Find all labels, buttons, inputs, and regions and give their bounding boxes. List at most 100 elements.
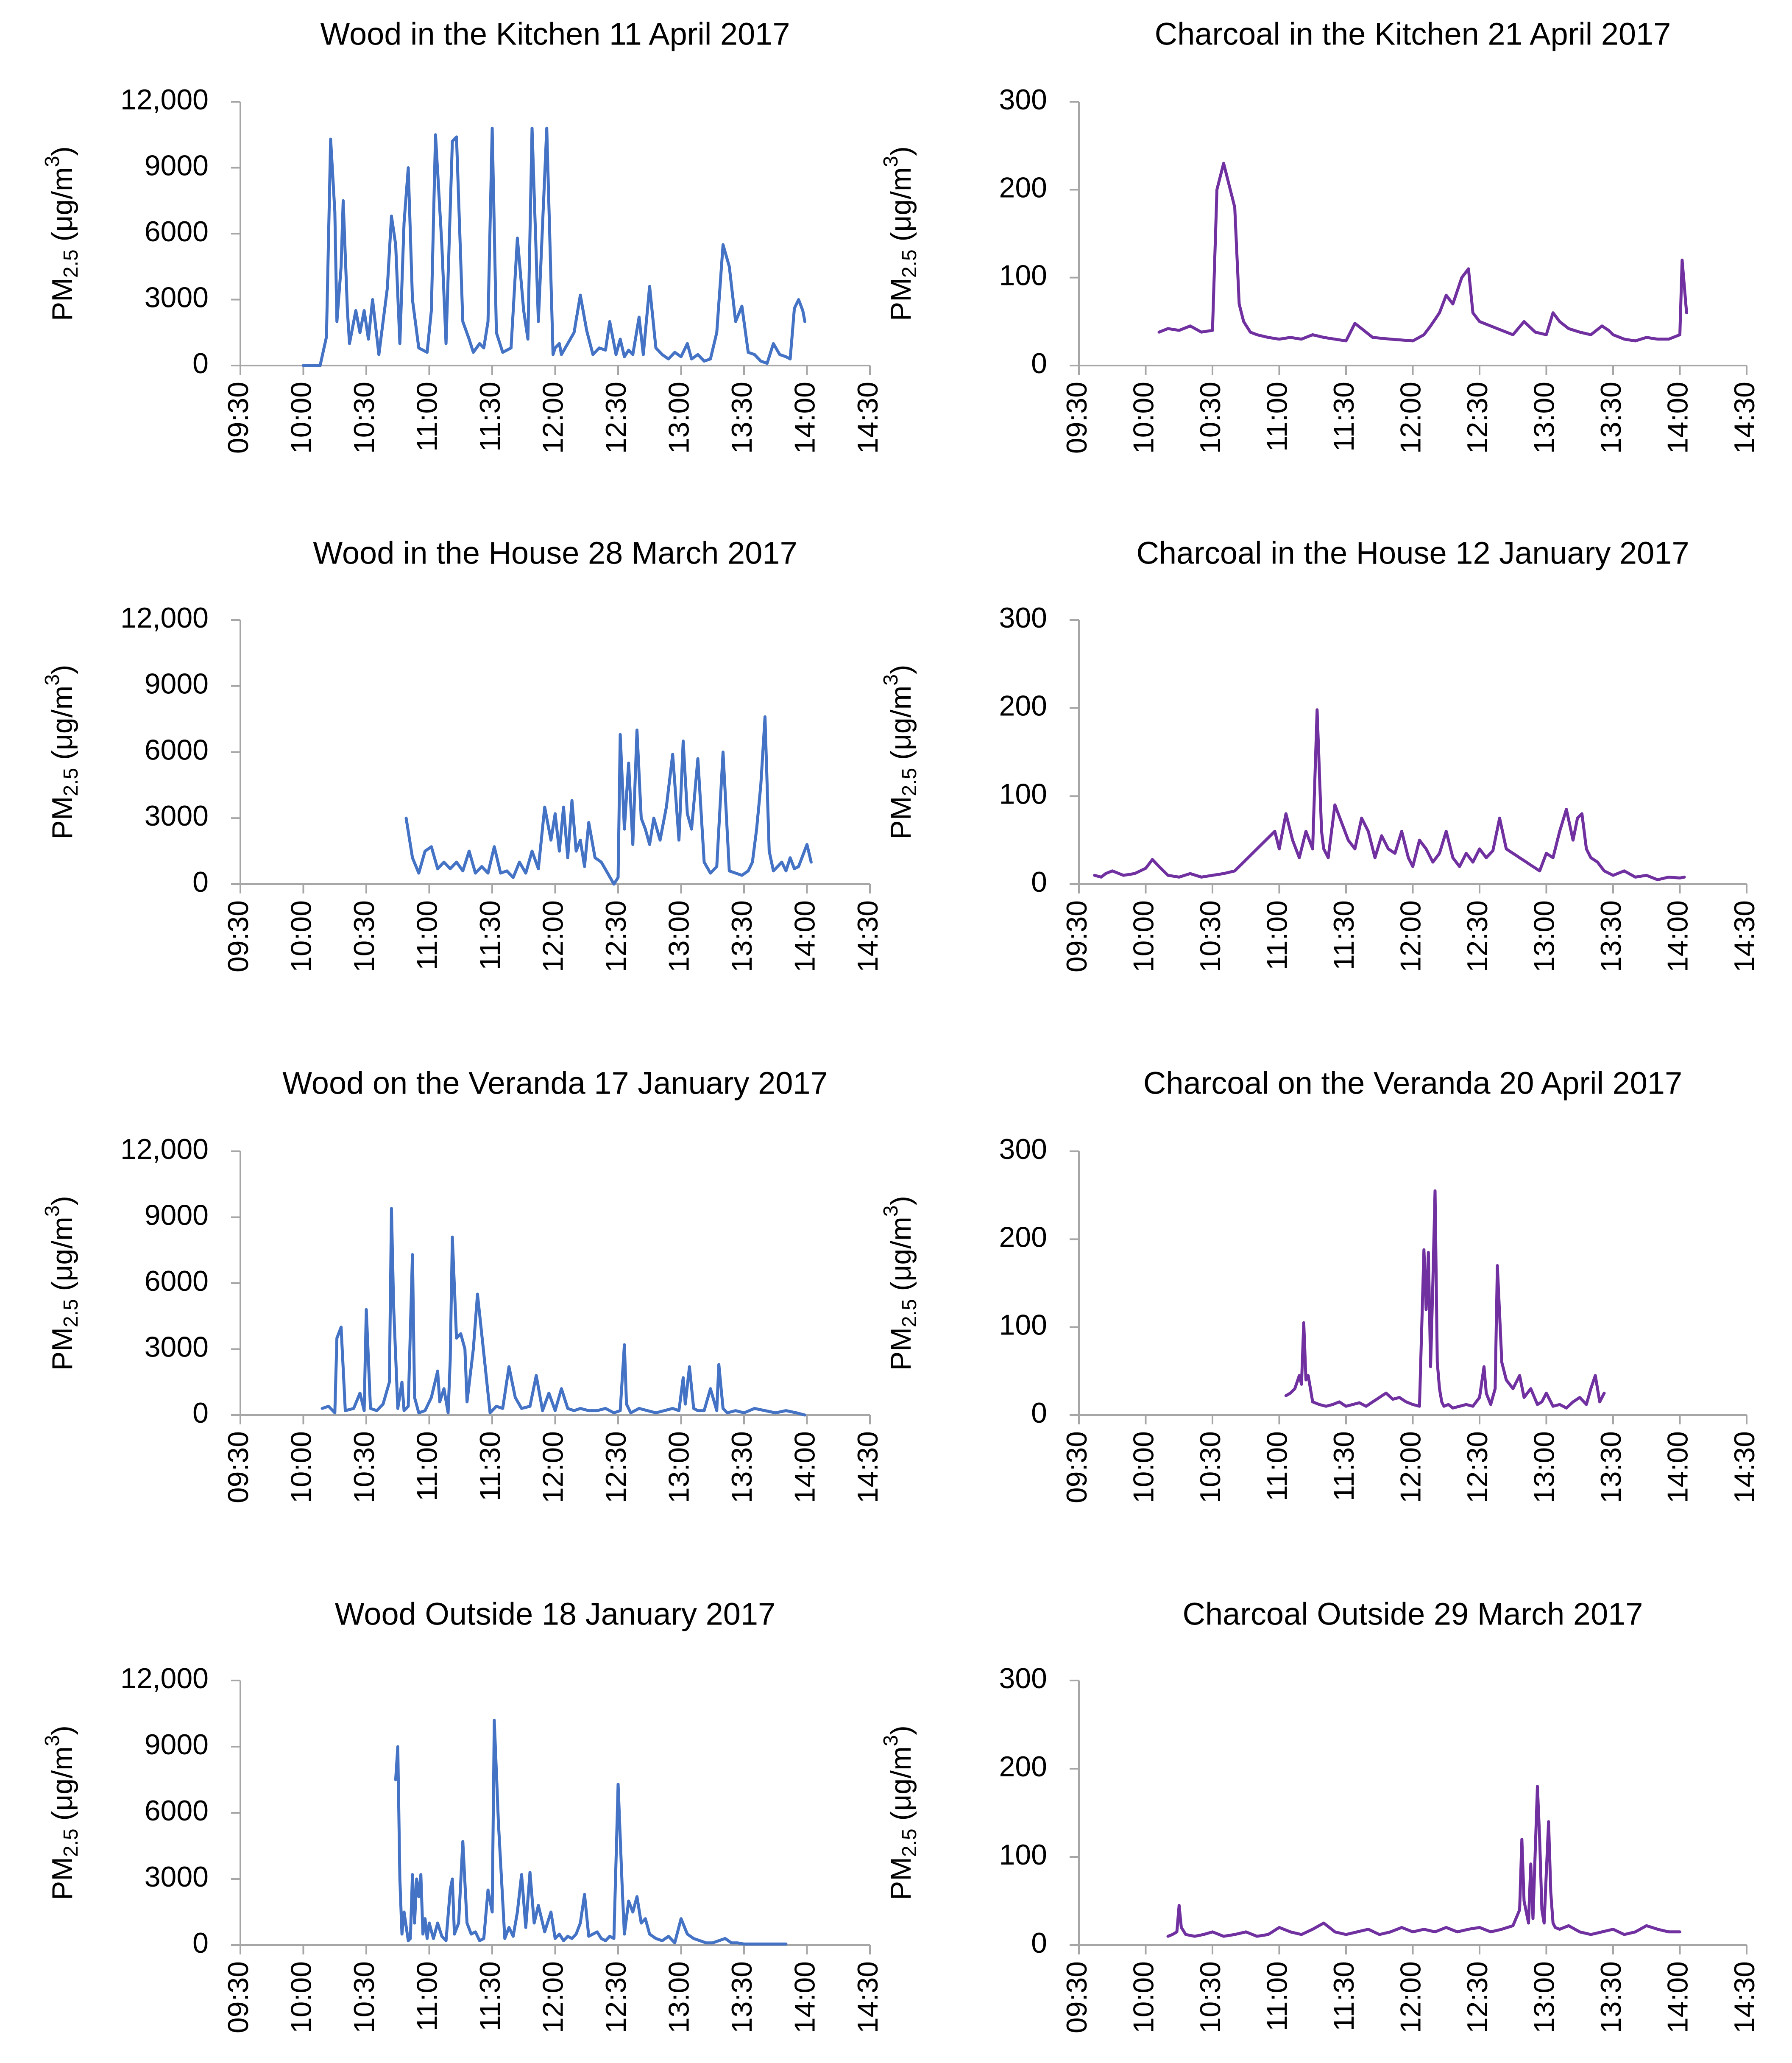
- y-tick-label: 0: [192, 347, 209, 380]
- chart-panel-7: Wood Outside 18 January 2017 0 3000 6000 900…: [41, 1597, 884, 2034]
- y-tick-label: 6000: [145, 215, 209, 248]
- y-tick-label: 200: [999, 1750, 1047, 1783]
- y-tick-label: 200: [999, 690, 1047, 722]
- x-tick-label: 11:00: [1261, 1961, 1293, 2031]
- x-tick-label: 14:30: [852, 900, 884, 972]
- x-tick-label: 13:30: [726, 382, 758, 454]
- x-tick-label: 10:30: [1194, 900, 1226, 972]
- y-tick-label: 3000: [145, 800, 209, 832]
- x-tick-label: 11:30: [1328, 1431, 1360, 1501]
- x-tick-label: 12:30: [600, 382, 632, 454]
- x-tick-label: 13:30: [726, 1961, 758, 2033]
- x-tick-label: 10:30: [1194, 382, 1226, 454]
- x-tick-label: 12:00: [537, 1961, 569, 2033]
- chart-title: Charcoal in the House 12 January 2017: [1136, 536, 1689, 571]
- x-tick-label: 13:00: [663, 1431, 695, 1503]
- y-axis-label: PM2.5 (μg/m3): [41, 664, 82, 839]
- y-tick-label: 0: [1031, 866, 1047, 898]
- chart-title: Wood Outside 18 January 2017: [335, 1597, 775, 1632]
- series-line: [1157, 162, 1688, 343]
- x-tick-label: 10:30: [348, 900, 380, 972]
- x-tick-label: 09:30: [222, 382, 254, 454]
- x-tick-label: 10:00: [1127, 1431, 1159, 1503]
- y-tick-label: 12,000: [120, 602, 209, 634]
- x-tick-label: 09:30: [1061, 1961, 1093, 2033]
- x-tick-label: 10:30: [1194, 1431, 1226, 1503]
- y-tick-label: 9000: [145, 668, 209, 700]
- chart-title: Charcoal Outside 29 March 2017: [1183, 1597, 1643, 1632]
- y-axis-label: PM2.5 (μg/m3): [41, 1725, 82, 1900]
- y-axis-label: PM2.5 (μg/m3): [880, 146, 921, 321]
- y-tick-label: 100: [999, 1309, 1047, 1341]
- x-tick-label: 13:00: [663, 900, 695, 972]
- y-tick-label: 9000: [145, 1728, 209, 1761]
- y-tick-label: 200: [999, 1221, 1047, 1253]
- x-tick-label: 10:00: [285, 1961, 317, 2033]
- x-tick-label: 14:00: [789, 1961, 821, 2033]
- x-tick-label: 13:30: [726, 1431, 758, 1503]
- x-tick-label: 11:30: [1328, 382, 1360, 452]
- x-tick-label: 14:00: [1661, 1961, 1694, 2033]
- y-axis-label: PM2.5 (μg/m3): [41, 146, 82, 321]
- y-tick-label: 300: [999, 602, 1047, 634]
- series-line: [394, 1719, 788, 1946]
- x-tick-label: 11:00: [1261, 382, 1293, 452]
- x-tick-label: 14:30: [1728, 1431, 1761, 1503]
- series-line: [1284, 1189, 1606, 1410]
- x-tick-label: 14:00: [789, 900, 821, 972]
- series-line: [320, 1207, 806, 1417]
- x-tick-label: 14:30: [1728, 382, 1761, 454]
- x-tick-label: 10:00: [1127, 382, 1159, 454]
- x-tick-label: 11:30: [474, 900, 506, 970]
- x-tick-label: 09:30: [1061, 382, 1093, 454]
- chart-panel-2: Charcoal in the Kitchen 21 April 2017 0 10…: [880, 17, 1761, 454]
- x-tick-label: 12:00: [537, 900, 569, 972]
- chart-panel-4: Charcoal in the House 12 January 2017 0 10…: [880, 536, 1761, 973]
- chart-title: Charcoal on the Veranda 20 April 2017: [1143, 1066, 1682, 1101]
- y-tick-label: 9000: [145, 1199, 209, 1231]
- y-tick-label: 300: [999, 1662, 1047, 1695]
- y-tick-label: 100: [999, 1839, 1047, 1871]
- y-tick-label: 100: [999, 778, 1047, 810]
- x-tick-label: 14:00: [1661, 1431, 1694, 1503]
- y-tick-label: 12,000: [120, 84, 209, 116]
- x-tick-label: 13:30: [726, 900, 758, 972]
- chart-title: Wood on the Veranda 17 January 2017: [282, 1066, 828, 1101]
- series-line: [302, 126, 806, 367]
- chart-panel-5: Wood on the Veranda 17 January 2017 0 3000…: [41, 1066, 884, 1504]
- y-axis-label: PM2.5 (μg/m3): [880, 664, 921, 839]
- x-tick-label: 12:00: [1394, 900, 1427, 972]
- chart-title: Charcoal in the Kitchen 21 April 2017: [1155, 17, 1671, 52]
- y-tick-label: 300: [999, 84, 1047, 116]
- x-tick-label: 13:00: [1528, 1961, 1560, 2033]
- x-tick-label: 11:00: [1261, 1431, 1293, 1501]
- x-tick-label: 09:30: [222, 900, 254, 972]
- series-line: [404, 715, 813, 886]
- y-tick-label: 12,000: [120, 1133, 209, 1165]
- chart-panel-3: Wood in the House 28 March 2017 0 3000 6000…: [41, 536, 884, 973]
- x-tick-label: 11:00: [411, 1431, 443, 1501]
- y-tick-label: 3000: [145, 1331, 209, 1363]
- x-tick-label: 11:00: [411, 900, 443, 970]
- x-tick-label: 13:00: [1528, 900, 1560, 972]
- x-tick-label: 09:30: [1061, 900, 1093, 972]
- y-tick-label: 9000: [145, 149, 209, 181]
- x-tick-label: 13:30: [1595, 382, 1627, 454]
- x-tick-label: 09:30: [1061, 1431, 1093, 1503]
- y-tick-label: 0: [1031, 1927, 1047, 1959]
- x-tick-label: 09:30: [222, 1961, 254, 2033]
- chart-panel-1: Wood in the Kitchen 11 April 2017 0 3000 60…: [41, 17, 884, 454]
- x-tick-label: 11:30: [474, 382, 506, 452]
- y-axis-label: PM2.5 (μg/m3): [880, 1196, 921, 1371]
- x-tick-label: 13:30: [1595, 1961, 1627, 2033]
- x-tick-label: 12:00: [537, 1431, 569, 1503]
- y-tick-label: 0: [192, 866, 209, 898]
- y-tick-label: 100: [999, 260, 1047, 292]
- x-tick-label: 14:30: [1728, 1961, 1761, 2033]
- y-tick-label: 3000: [145, 281, 209, 313]
- x-tick-label: 10:00: [1127, 900, 1159, 972]
- y-axis-label: PM2.5 (μg/m3): [880, 1725, 921, 1900]
- x-tick-label: 13:30: [1595, 900, 1627, 972]
- x-tick-label: 12:30: [1461, 1961, 1494, 2033]
